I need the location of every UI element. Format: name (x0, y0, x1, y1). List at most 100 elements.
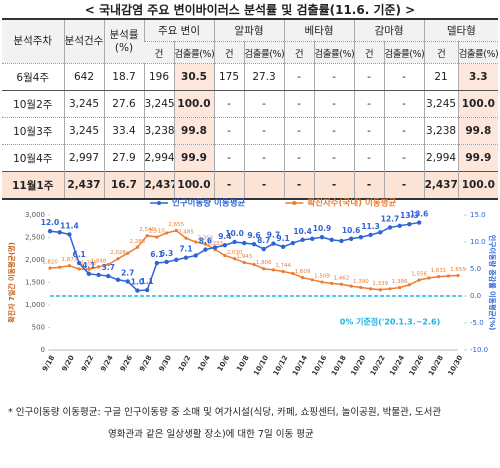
data-label: 10.6 (342, 226, 361, 235)
y2-tick-label: -5.0 (470, 319, 484, 327)
data-point (106, 273, 111, 279)
table-row: 10월3주 3,245 33.4 3,238 99.8- - - - - -3,238 99.8 (2, 117, 499, 145)
y-tick-label: 0 (41, 346, 45, 354)
data-point (348, 236, 354, 241)
data-point (106, 262, 110, 267)
data-label: 1,339 (372, 281, 388, 287)
x-tick-label: 10/28 (427, 354, 445, 377)
data-point (125, 279, 130, 284)
table-cell: 21 (423, 63, 459, 91)
x-tick-label: 10/2 (177, 354, 193, 373)
x-tick-label: 10/4 (196, 354, 212, 373)
data-point (184, 236, 188, 240)
data-point (436, 275, 441, 279)
x-tick-label: 10/18 (330, 354, 348, 377)
y-axis-title: 확진자 7일간 이동평균(명) (7, 242, 16, 323)
x-tick-label: 10/6 (216, 354, 232, 373)
table-cell: - (313, 90, 355, 118)
x-tick-label: 10/12 (272, 354, 290, 377)
x-tick-label: 9/26 (119, 354, 135, 373)
table-cell: - (383, 171, 425, 200)
reference-label: 0% 기준점('20.1.3.~2.6) (340, 317, 440, 327)
data-point (378, 230, 383, 235)
x-tick-label: 10/8 (235, 354, 251, 373)
table-cell: - (313, 144, 355, 172)
data-label: 1.0 (131, 278, 144, 287)
y-tick-label: 1,000 (25, 301, 45, 309)
table-cell: 3,245 (63, 90, 104, 118)
data-point (358, 234, 364, 240)
table-cell: - (283, 171, 315, 200)
table-cell: - (353, 63, 385, 91)
data-point (397, 223, 402, 228)
table-cell: - (213, 117, 245, 145)
data-point (271, 268, 276, 272)
data-point (251, 241, 257, 247)
table-cell: - (213, 90, 245, 118)
subheader-cell: 검출률(%) (313, 41, 355, 64)
data-label: 2,655 (168, 222, 184, 228)
table-cell: 3.3 (457, 63, 499, 91)
data-label: 2.7 (121, 268, 134, 277)
table-cell: 99.8 (173, 117, 215, 145)
data-point (126, 251, 130, 255)
data-point (291, 271, 295, 276)
table-cell: - (313, 171, 355, 200)
data-point (67, 264, 72, 268)
data-point (58, 265, 62, 269)
y2-tick-label: 5.0 (470, 265, 481, 273)
data-label: 10.0 (225, 229, 244, 238)
table-cell: 196 (143, 63, 174, 91)
data-point (242, 260, 246, 265)
data-point (339, 282, 344, 286)
data-label: 2,352 (198, 236, 214, 242)
table-cell: - (353, 90, 385, 118)
data-label: 1,806 (256, 260, 272, 266)
table-cell: 27.3 (243, 63, 285, 91)
y2-tick-label: 0.0 (470, 292, 481, 300)
data-point (242, 240, 247, 246)
data-label: 2,028 (110, 250, 126, 256)
header-cell: 분석주차 (2, 19, 64, 64)
table-cell: 6월4주 (2, 63, 64, 91)
data-point (252, 262, 256, 267)
x-tick-label: 9/20 (60, 354, 76, 373)
data-point (398, 286, 402, 290)
table-cell: 2,997 (63, 144, 104, 172)
table-cell: - (383, 144, 425, 172)
table-cell: - (243, 90, 285, 118)
x-tick-label: 10/16 (311, 354, 329, 377)
table-cell: - (213, 171, 245, 200)
data-point (164, 231, 169, 235)
table-cell: - (243, 171, 285, 200)
data-label: 9.6 (247, 231, 260, 240)
data-point (96, 265, 101, 269)
data-point (86, 271, 92, 277)
table-cell: - (283, 63, 315, 91)
data-label: 11.4 (60, 221, 79, 230)
table-row: 10월4주 2,997 27.9 2,994 99.9- - - - - -2,994 99.9 (2, 144, 499, 172)
data-label: 1,795 (81, 261, 97, 267)
table-cell: 2,437 (63, 171, 104, 200)
table-cell: - (383, 117, 425, 145)
legend-label: 확진자수(국내) 이동평균 (307, 198, 396, 209)
data-label: 6.3 (160, 249, 173, 258)
data-label: 1,943 (236, 254, 252, 260)
table-row: 6월4주 642 18.7 196 30.5 175 27.3- - - -21 3.3 (2, 63, 499, 91)
subheader-cell: 검출률(%) (457, 41, 499, 64)
y2-tick-label: 15.0 (470, 211, 486, 219)
data-point (57, 230, 62, 235)
table-cell: - (213, 144, 245, 172)
data-point (407, 221, 412, 227)
x-tick-label: 9/18 (41, 354, 57, 373)
data-label: 6.1 (150, 250, 163, 259)
table-cell: 10월4주 (2, 144, 64, 172)
footnote: * 인구이동량 이동평균: 구글 인구이동량 중 소매 및 여가시설(식당, 카… (8, 402, 498, 446)
data-point (96, 272, 101, 278)
data-point (281, 269, 285, 274)
y2-tick-label: -10.0 (470, 346, 488, 354)
subheader-cell: 건 (353, 41, 385, 64)
footnote-line: 영화관과 같은 일상생활 장소)에 대한 7일 이동 평균 (108, 429, 314, 440)
data-label: 1,462 (334, 276, 350, 282)
